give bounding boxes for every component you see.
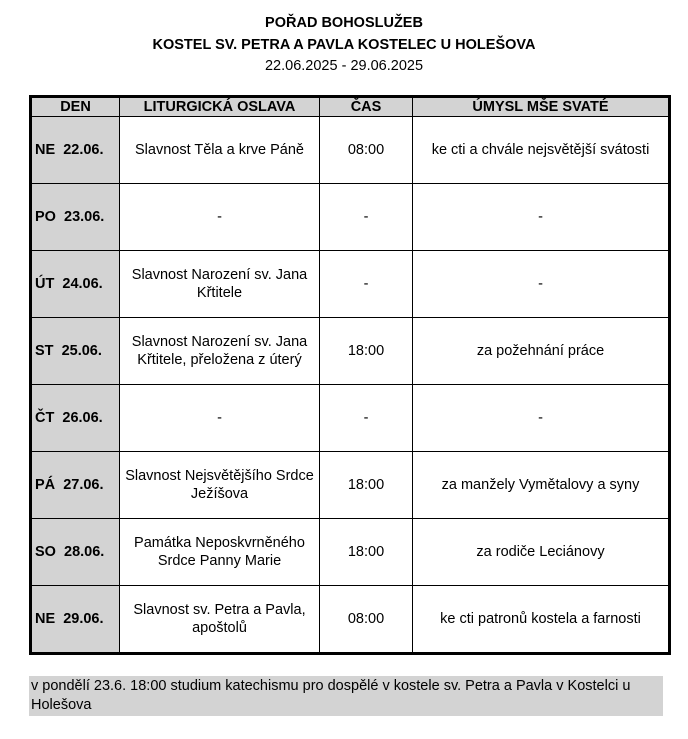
time-cell: 08:00 (319, 116, 413, 184)
church-name: KOSTEL SV. PETRA A PAVLA KOSTELEC U HOLE… (152, 37, 536, 53)
day-cell: ČT 26.06. (30, 384, 120, 452)
time-cell: 18:00 (319, 317, 413, 385)
celebration-cell: Památka Neposkvrněného Srdce Panny Marie (119, 518, 320, 586)
time-cell: 18:00 (319, 451, 413, 519)
table-row: ÚT 24.06. Slavnost Narození sv. Jana Křti… (30, 250, 670, 318)
announcement-note: v pondělí 23.6. 18:00 studium katechismu… (29, 676, 663, 716)
column-header-day: DEN (30, 96, 120, 117)
intention-cell: za rodiče Leciánovy (412, 518, 670, 586)
table-row: ČT 26.06. - - - (30, 384, 670, 452)
day-cell: PÁ 27.06. (30, 451, 120, 519)
table-row: NE 22.06. Slavnost Těla a krve Páně 08:00 k… (30, 116, 670, 184)
celebration-cell: Slavnost Nejsvětějšího Srdce Ježíšova (119, 451, 320, 519)
celebration-cell: - (119, 384, 320, 452)
table-row: NE 29.06. Slavnost sv. Petra a Pavla, apo… (30, 585, 670, 654)
table-row: PO 23.06. - - - (30, 183, 670, 251)
celebration-cell: Slavnost Narození sv. Jana Křtitele (119, 250, 320, 318)
time-cell: - (319, 250, 413, 318)
table-row: SO 28.06. Památka Neposkvrněného Srdce Pa… (30, 518, 670, 586)
column-header-time: ČAS (319, 96, 413, 117)
day-cell: NE 22.06. (30, 116, 120, 184)
table-header-row: DEN LITURGICKÁ OSLAVA ČAS ÚMYSL MŠE SVAT… (30, 96, 670, 117)
day-cell: SO 28.06. (30, 518, 120, 586)
day-cell: NE 29.06. (30, 585, 120, 654)
intention-cell: - (412, 384, 670, 452)
time-cell: - (319, 183, 413, 251)
day-cell: ÚT 24.06. (30, 250, 120, 318)
schedule-table: DEN LITURGICKÁ OSLAVA ČAS ÚMYSL MŠE SVAT… (29, 95, 671, 655)
intention-cell: - (412, 183, 670, 251)
intention-cell: ke cti a chvále nejsvětější svátosti (412, 116, 670, 184)
column-header-celebration: LITURGICKÁ OSLAVA (119, 96, 320, 117)
celebration-cell: Slavnost Těla a krve Páně (119, 116, 320, 184)
time-cell: 18:00 (319, 518, 413, 586)
intention-cell: ke cti patronů kostela a farnosti (412, 585, 670, 654)
time-cell: 08:00 (319, 585, 413, 654)
day-cell: PO 23.06. (30, 183, 120, 251)
celebration-cell: Slavnost Narození sv. Jana Křtitele, pře… (119, 317, 320, 385)
intention-cell: za manžely Vymětalovy a syny (412, 451, 670, 519)
table-row: PÁ 27.06. Slavnost Nejsvětějšího Srdce Je… (30, 451, 670, 519)
time-cell: - (319, 384, 413, 452)
date-range: 22.06.2025 - 29.06.2025 (264, 58, 424, 74)
table-row: ST 25.06. Slavnost Narození sv. Jana Křti… (30, 317, 670, 385)
day-cell: ST 25.06. (30, 317, 120, 385)
document-title: POŘAD BOHOSLUŽEB (265, 15, 423, 31)
column-header-intention: ÚMYSL MŠE SVATÉ (412, 96, 670, 117)
celebration-cell: Slavnost sv. Petra a Pavla, apoštolů (119, 585, 320, 654)
celebration-cell: - (119, 183, 320, 251)
intention-cell: za požehnání práce (412, 317, 670, 385)
intention-cell: - (412, 250, 670, 318)
